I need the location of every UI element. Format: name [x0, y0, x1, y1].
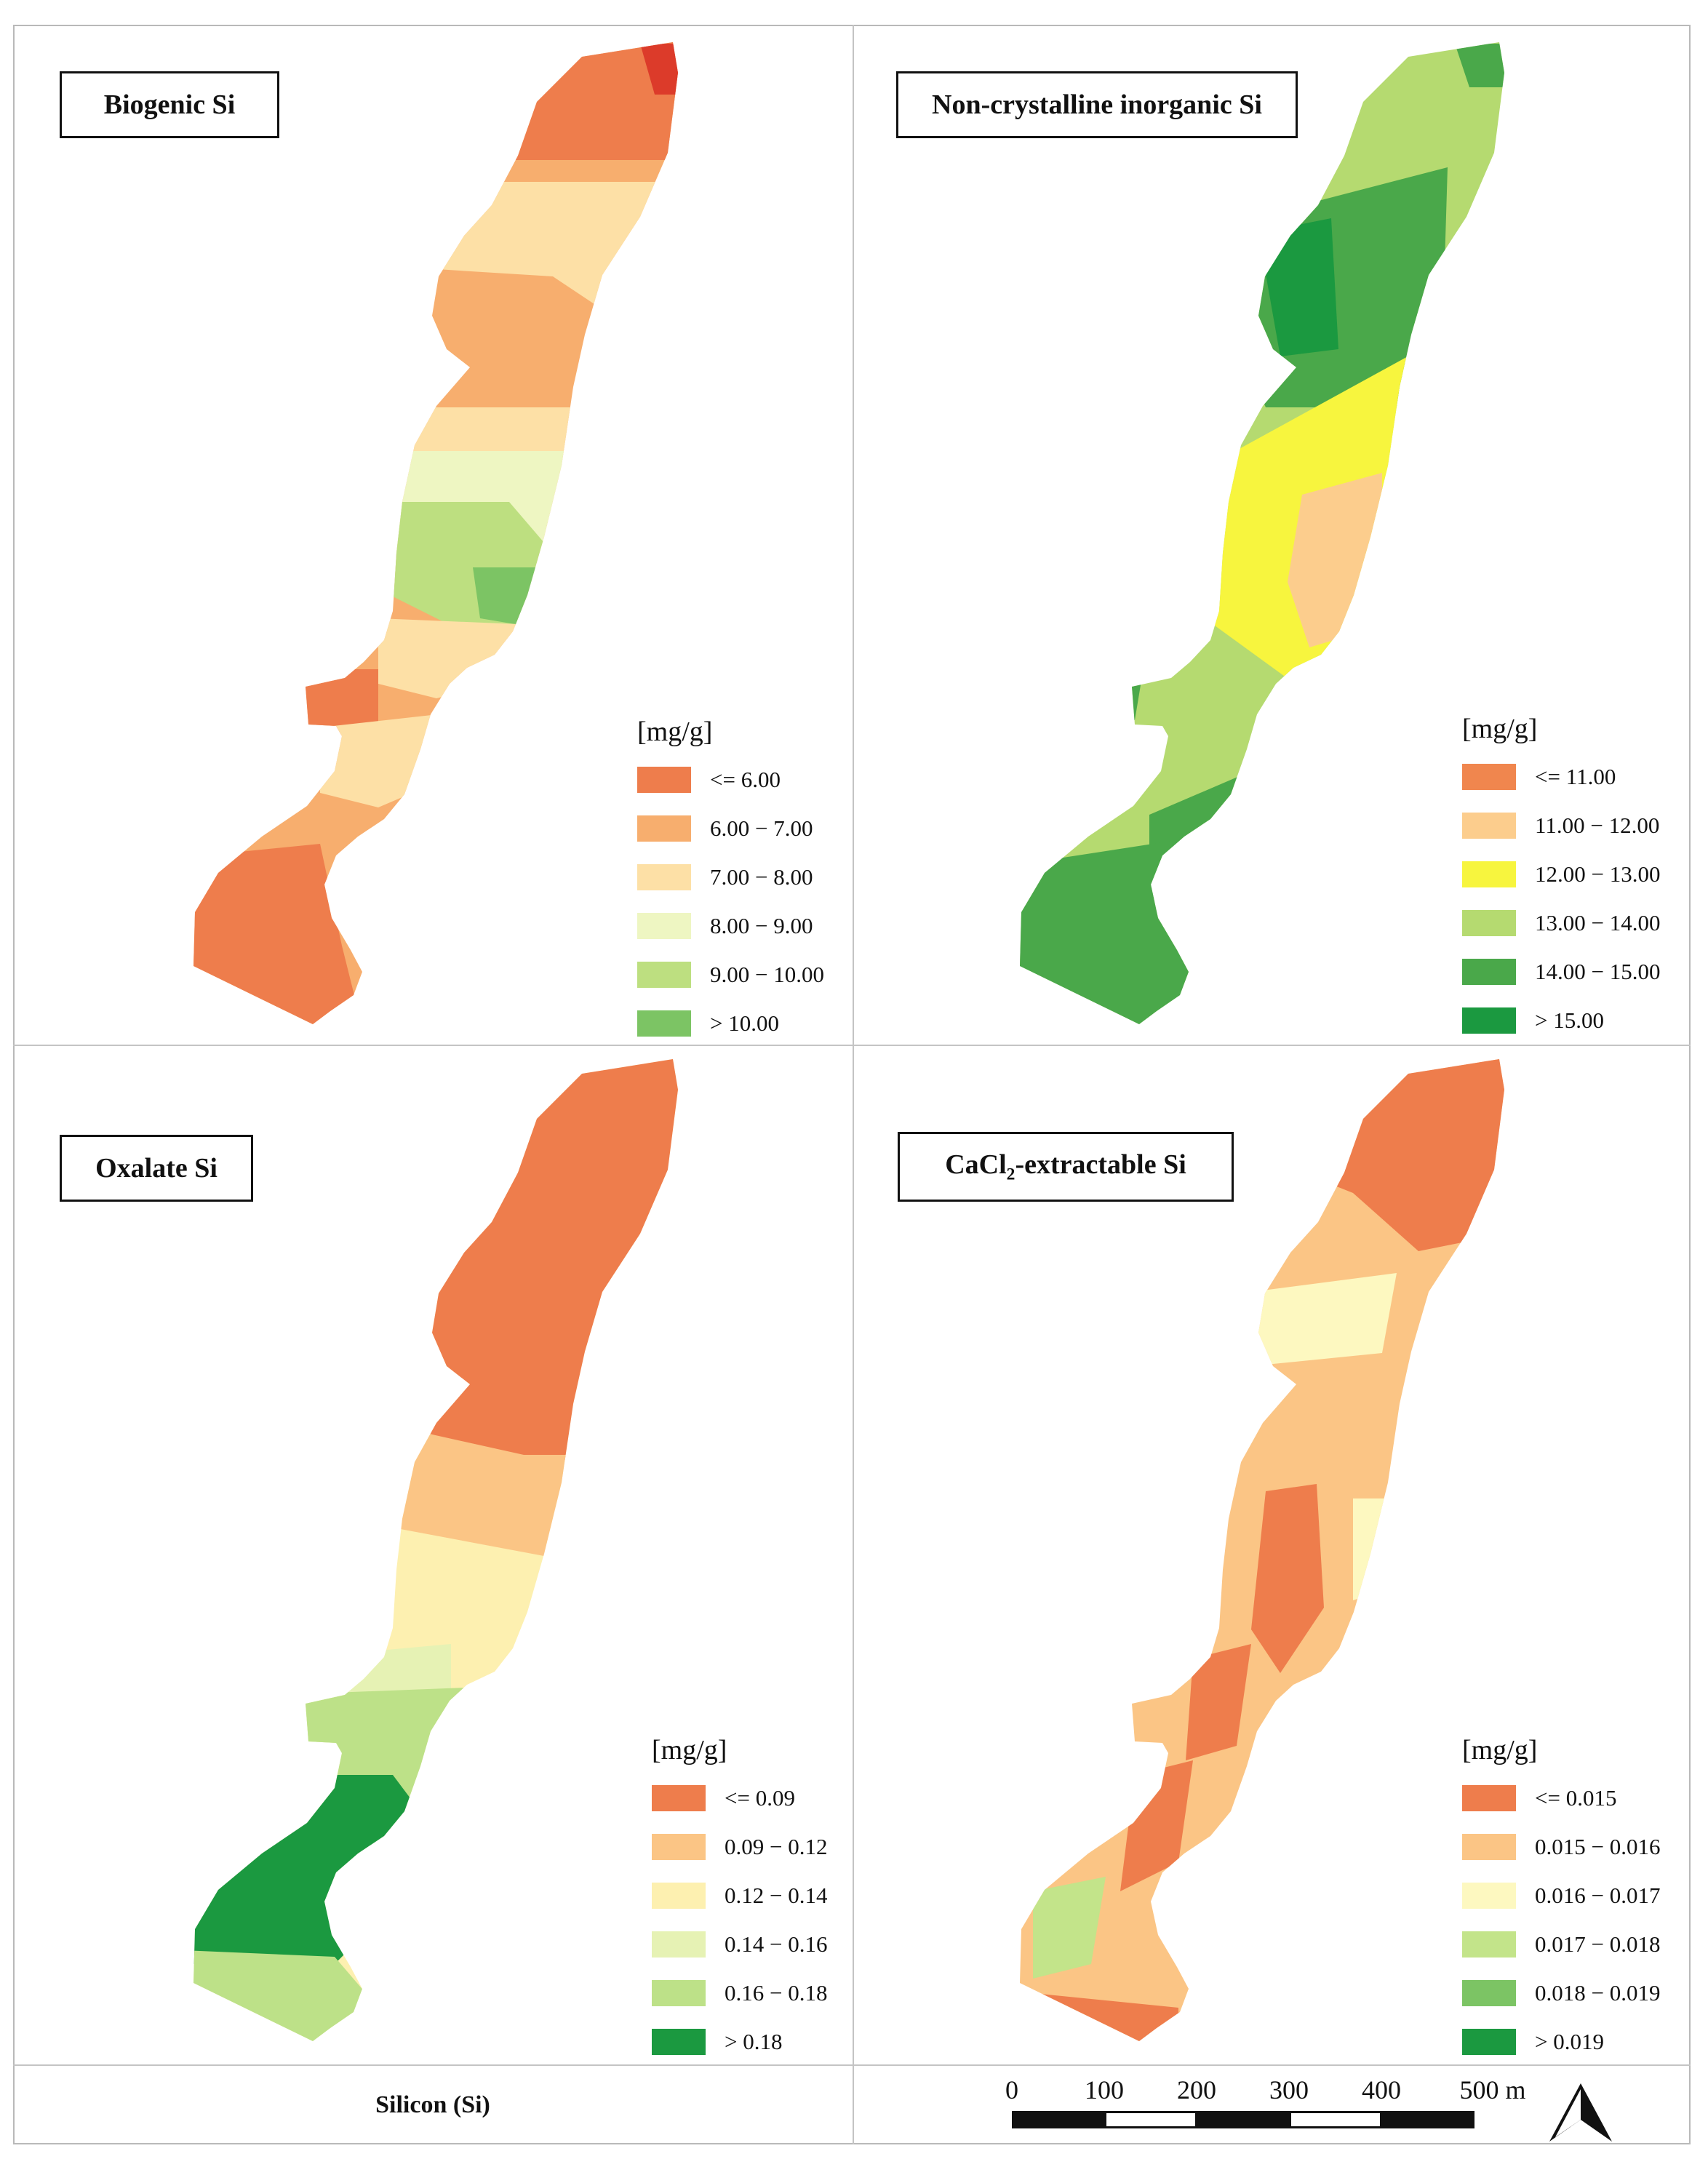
legend-item: 0.12 − 0.14 — [652, 1871, 914, 1920]
legend-swatch — [637, 815, 691, 842]
scale-bar-segment — [1381, 2111, 1474, 2128]
legend-item: 0.015 − 0.016 — [1462, 1822, 1708, 1871]
legend-item: <= 6.00 — [637, 755, 899, 804]
legend-item: 0.017 − 0.018 — [1462, 1920, 1708, 1968]
legend-item: <= 0.09 — [652, 1773, 914, 1822]
legend-item: 14.00 − 15.00 — [1462, 947, 1708, 996]
legend-item: > 15.00 — [1462, 996, 1708, 1045]
legend-oxalate: [mg/g] <= 0.09 0.09 − 0.12 0.12 − 0.14 0… — [652, 1734, 914, 2066]
legend-swatch — [1462, 1979, 1516, 2006]
legend-swatch — [652, 2028, 706, 2055]
legend-cacl2: [mg/g] <= 0.015 0.015 − 0.016 0.016 − 0.… — [1462, 1734, 1708, 2066]
panel-title-oxalate-text: Oxalate Si — [95, 1153, 218, 1184]
legend-swatch — [637, 912, 691, 939]
legend-swatch — [1462, 1931, 1516, 1958]
panel-title-noncrystalline-text: Non-crystalline inorganic Si — [932, 89, 1262, 120]
legend-item: 0.016 − 0.017 — [1462, 1871, 1708, 1920]
legend-swatch — [652, 1931, 706, 1958]
legend-swatch — [1462, 909, 1516, 936]
panel-divider-horizontal — [13, 1045, 1691, 1046]
scale-label: 400 — [1362, 2075, 1401, 2104]
north-arrow-icon — [1548, 2082, 1613, 2147]
legend-swatch — [637, 863, 691, 890]
legend-swatch — [652, 1882, 706, 1909]
legend-swatch — [1462, 1784, 1516, 1811]
scale-label: 500 m — [1459, 2075, 1526, 2104]
legend-item: > 0.18 — [652, 2017, 914, 2066]
scale-bar-segment — [1104, 2111, 1197, 2128]
scale-label: 0 — [1005, 2075, 1018, 2104]
legend-item: 0.09 − 0.12 — [652, 1822, 914, 1871]
panel-title-biogenic: Biogenic Si — [60, 71, 279, 138]
scale-bar-segment — [1289, 2111, 1382, 2128]
legend-unit: [mg/g] — [637, 717, 713, 747]
scale-label: 100 — [1085, 2075, 1124, 2104]
panel-title-cacl2-text: CaCl2-extractable Si — [945, 1149, 1186, 1184]
legend-item: 12.00 − 13.00 — [1462, 850, 1708, 898]
panel-title-noncrystalline: Non-crystalline inorganic Si — [896, 71, 1298, 138]
legend-item: 0.018 − 0.019 — [1462, 1968, 1708, 2017]
legend-swatch — [652, 1784, 706, 1811]
legend-item: 7.00 − 8.00 — [637, 853, 899, 901]
legend-swatch — [652, 1979, 706, 2006]
legend-unit: [mg/g] — [652, 1735, 727, 1765]
figure-caption: Silicon (Si) — [13, 2066, 853, 2144]
legend-swatch — [1462, 861, 1516, 887]
legend-swatch — [652, 1833, 706, 1860]
legend-item: <= 0.015 — [1462, 1773, 1708, 1822]
legend-item: 0.16 − 0.18 — [652, 1968, 914, 2017]
legend-swatch — [637, 766, 691, 793]
legend-item: > 0.019 — [1462, 2017, 1708, 2066]
legend-swatch — [1462, 1007, 1516, 1034]
legend-item: 9.00 − 10.00 — [637, 950, 899, 999]
legend-swatch — [1462, 1833, 1516, 1860]
noncrystalline-si-map — [1020, 42, 1504, 1024]
legend-swatch — [1462, 812, 1516, 839]
legend-unit: [mg/g] — [1462, 714, 1538, 744]
legend-swatch — [1462, 1882, 1516, 1909]
legend-item: 0.14 − 0.16 — [652, 1920, 914, 1968]
footer-divider — [13, 2064, 1691, 2066]
legend-item: 8.00 − 9.00 — [637, 901, 899, 950]
scale-bar-segment — [1197, 2111, 1290, 2128]
legend-swatch — [637, 1010, 691, 1037]
legend-swatch — [1462, 763, 1516, 790]
legend-item: 13.00 − 14.00 — [1462, 898, 1708, 947]
legend-item: > 10.00 — [637, 999, 899, 1047]
legend-swatch — [1462, 2028, 1516, 2055]
panel-title-oxalate: Oxalate Si — [60, 1135, 253, 1202]
legend-noncrystalline: [mg/g] <= 11.00 11.00 − 12.00 12.00 − 13… — [1462, 713, 1708, 1045]
legend-swatch — [1462, 958, 1516, 985]
scale-label: 200 — [1177, 2075, 1216, 2104]
biogenic-si-map — [193, 42, 678, 1024]
scale-bar-segment — [1012, 2111, 1105, 2128]
figure-caption-text: Silicon (Si) — [375, 2091, 490, 2118]
legend-unit: [mg/g] — [1462, 1735, 1538, 1765]
legend-item: <= 11.00 — [1462, 752, 1708, 801]
figure-frame — [13, 25, 1691, 2144]
legend-swatch — [637, 961, 691, 988]
legend-biogenic: [mg/g] <= 6.00 6.00 − 7.00 7.00 − 8.00 8… — [637, 716, 899, 1047]
panel-title-biogenic-text: Biogenic Si — [103, 89, 236, 120]
scale-label: 300 — [1269, 2075, 1309, 2104]
legend-item: 6.00 − 7.00 — [637, 804, 899, 853]
panel-title-cacl2: CaCl2-extractable Si — [898, 1132, 1234, 1202]
panel-divider-vertical — [853, 25, 854, 2144]
legend-item: 11.00 − 12.00 — [1462, 801, 1708, 850]
